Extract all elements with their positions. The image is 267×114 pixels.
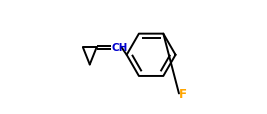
Text: F: F	[178, 87, 186, 100]
Text: CH: CH	[111, 43, 128, 53]
